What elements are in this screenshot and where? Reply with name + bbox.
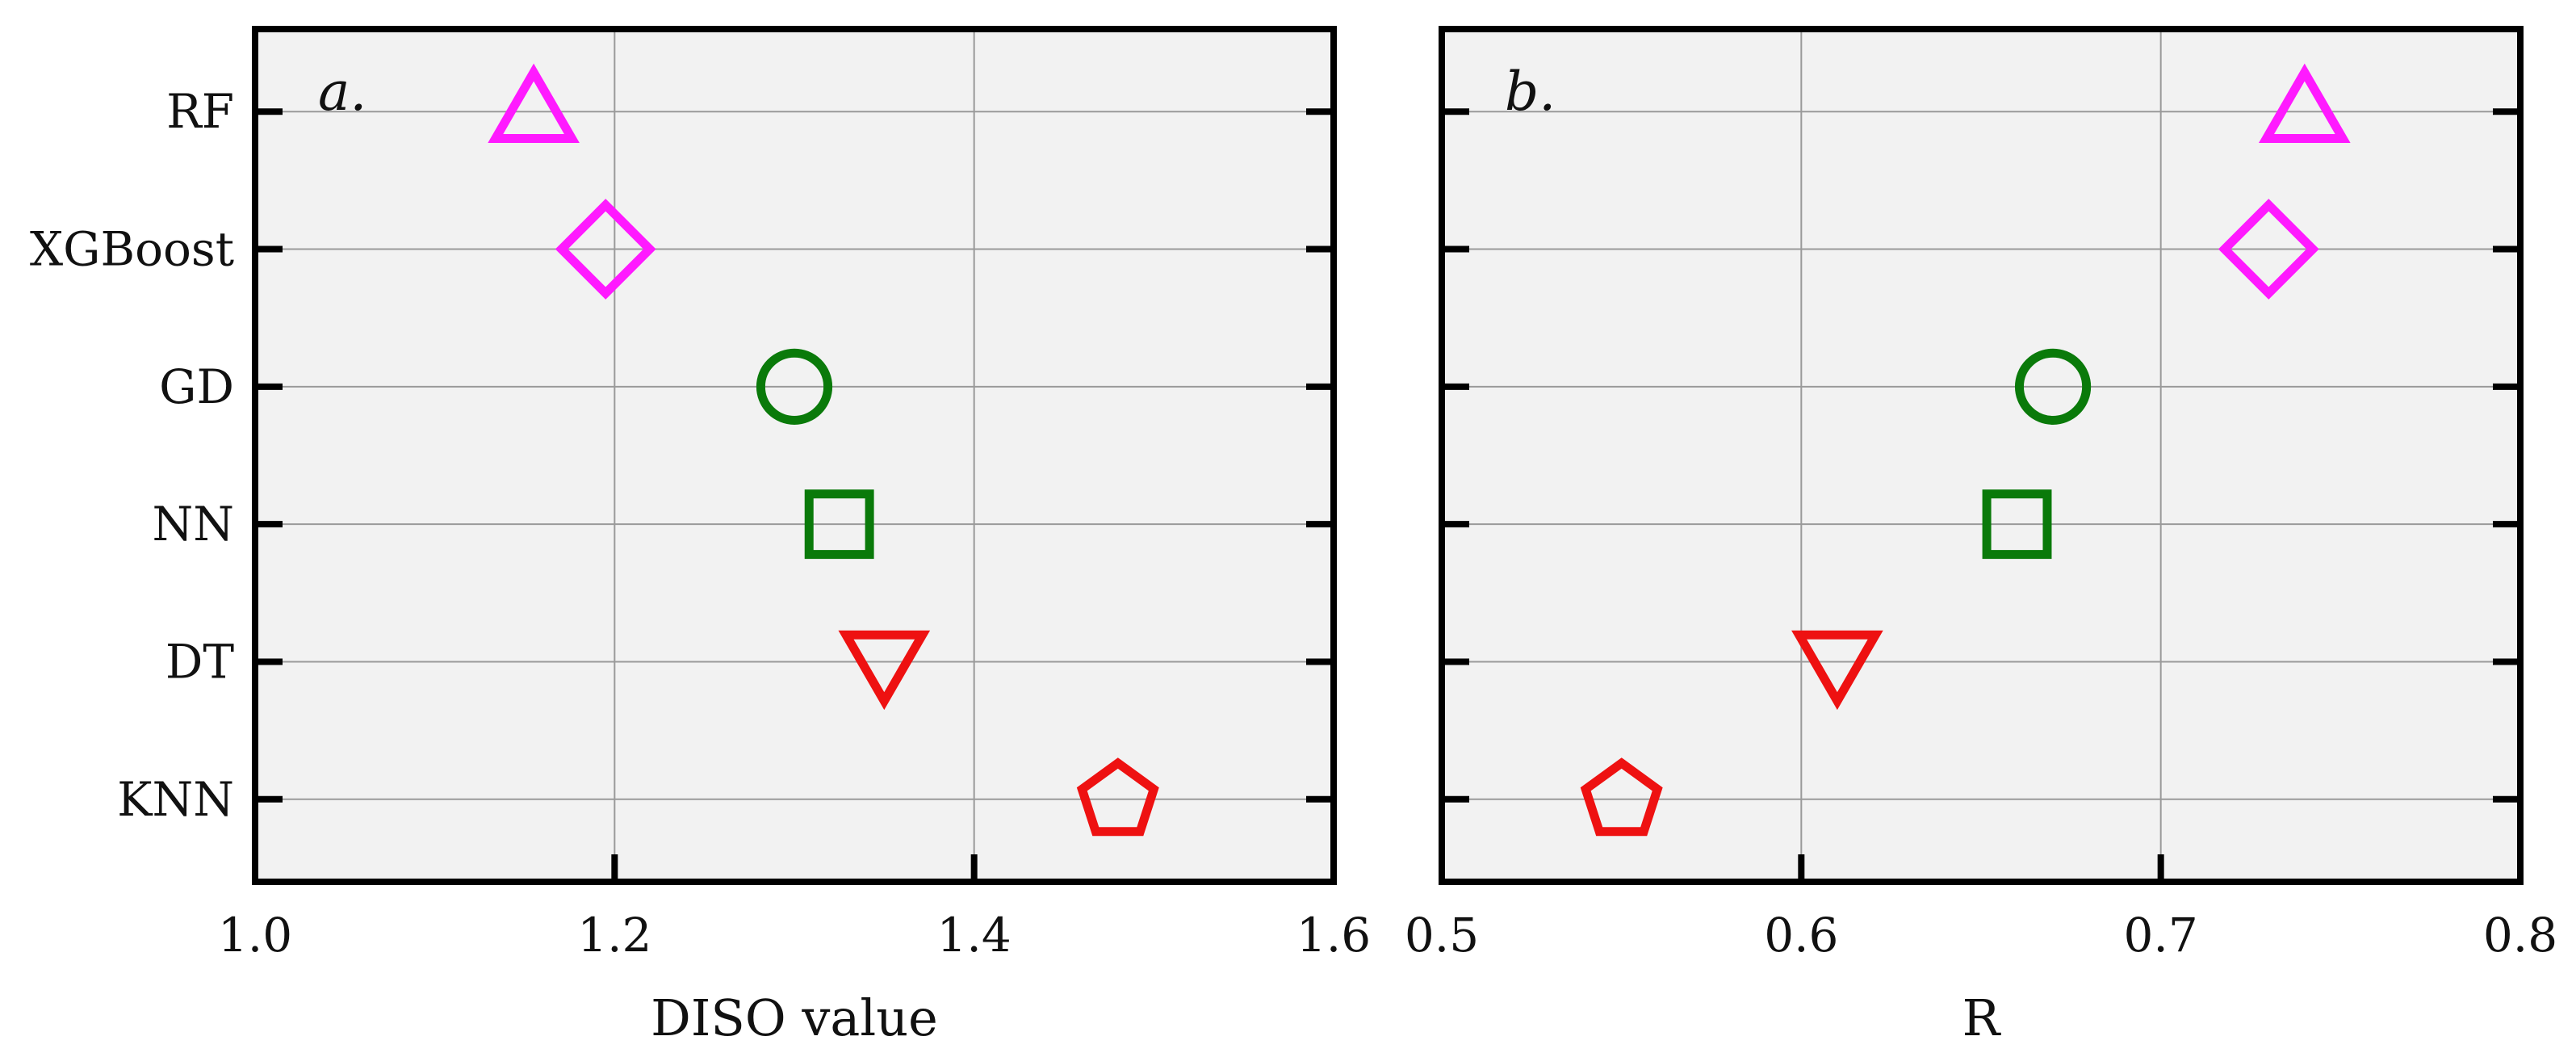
data-point-knn-pentagon-icon [1580, 757, 1663, 837]
category-label-knn: KNN [117, 772, 234, 827]
x-tick-label: 0.6 [1764, 908, 1838, 963]
panel-tag: a. [318, 61, 367, 123]
data-point-dt-triangle-down-icon [1791, 630, 1883, 711]
category-label-rf: RF [166, 84, 234, 139]
x-tick-label: 1.0 [218, 908, 292, 963]
axes-frame [1439, 26, 2524, 885]
panel-b-r: 0.5 0.6 0.7 0.8 Rb. [1405, 26, 2557, 1047]
category-label-dt: DT [165, 634, 235, 689]
x-tick-label: 1.2 [577, 908, 651, 963]
data-point-xgboost-diamond-icon [2218, 199, 2319, 300]
x-tick-label: 0.5 [1405, 908, 1479, 963]
panel-a-diso-value: RF XGBoost GD NN DT KNN 1.0 1.2 1.4 1.6 DISO value… [30, 26, 1371, 1047]
data-point-rf-triangle-up-icon [2258, 63, 2351, 143]
x-tick-label: 0.8 [2483, 908, 2557, 963]
x-tick-label: 1.4 [937, 908, 1012, 963]
x-axis-title: DISO value [651, 988, 938, 1047]
data-point-rf-triangle-up-icon [488, 63, 580, 143]
data-point-nn-square-icon [1982, 489, 2052, 560]
panel-tag: b. [1505, 61, 1556, 123]
data-point-gd-circle-icon [2014, 348, 2092, 425]
data-point-gd-circle-icon [756, 348, 833, 425]
x-axis-title: R [1962, 988, 2002, 1047]
x-tick-label: 0.7 [2124, 908, 2198, 963]
plot-area [1442, 29, 2520, 882]
data-point-dt-triangle-down-icon [838, 630, 931, 711]
data-point-nn-square-icon [804, 489, 874, 560]
category-label-gd: GD [159, 359, 234, 414]
data-point-knn-pentagon-icon [1076, 757, 1159, 837]
data-point-xgboost-diamond-icon [555, 199, 656, 300]
category-label-nn: NN [153, 497, 235, 552]
x-tick-label: 1.6 [1296, 908, 1371, 963]
plot-area [255, 29, 1334, 882]
category-label-xgboost: XGBoost [30, 222, 234, 277]
axes-frame [252, 26, 1337, 885]
